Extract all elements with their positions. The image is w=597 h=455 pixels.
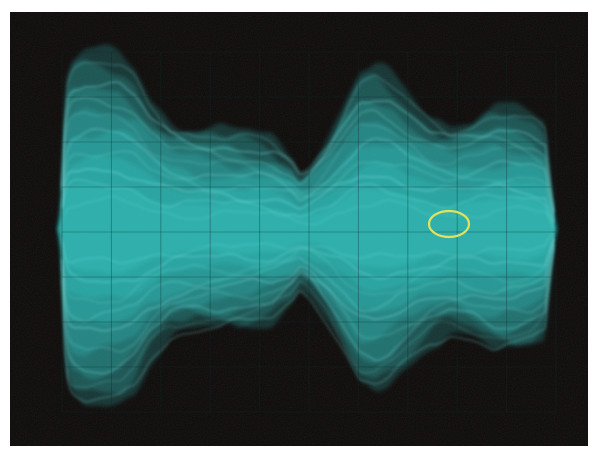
- trace-line: [61, 127, 555, 215]
- trace-line: [61, 61, 555, 212]
- trace-line: [61, 238, 555, 332]
- trace-lines: [61, 61, 556, 403]
- trace-line: [61, 237, 555, 388]
- trace-line: [61, 111, 555, 223]
- highlight-ellipse: [427, 209, 471, 239]
- graticule: [61, 51, 557, 413]
- trace-line: [61, 233, 555, 322]
- trace-line: [61, 178, 555, 231]
- eye-diagram: [10, 12, 588, 446]
- trace-line: [61, 96, 555, 219]
- trace-line: [61, 81, 555, 213]
- oscilloscope-screen: [10, 12, 588, 446]
- trace-line: [61, 231, 555, 265]
- trace-line: [61, 243, 555, 375]
- trace-line: [61, 168, 555, 224]
- trace-line: [61, 234, 555, 304]
- trace-line: [61, 247, 555, 403]
- trace-line: [61, 243, 555, 353]
- trace-line: [61, 195, 555, 227]
